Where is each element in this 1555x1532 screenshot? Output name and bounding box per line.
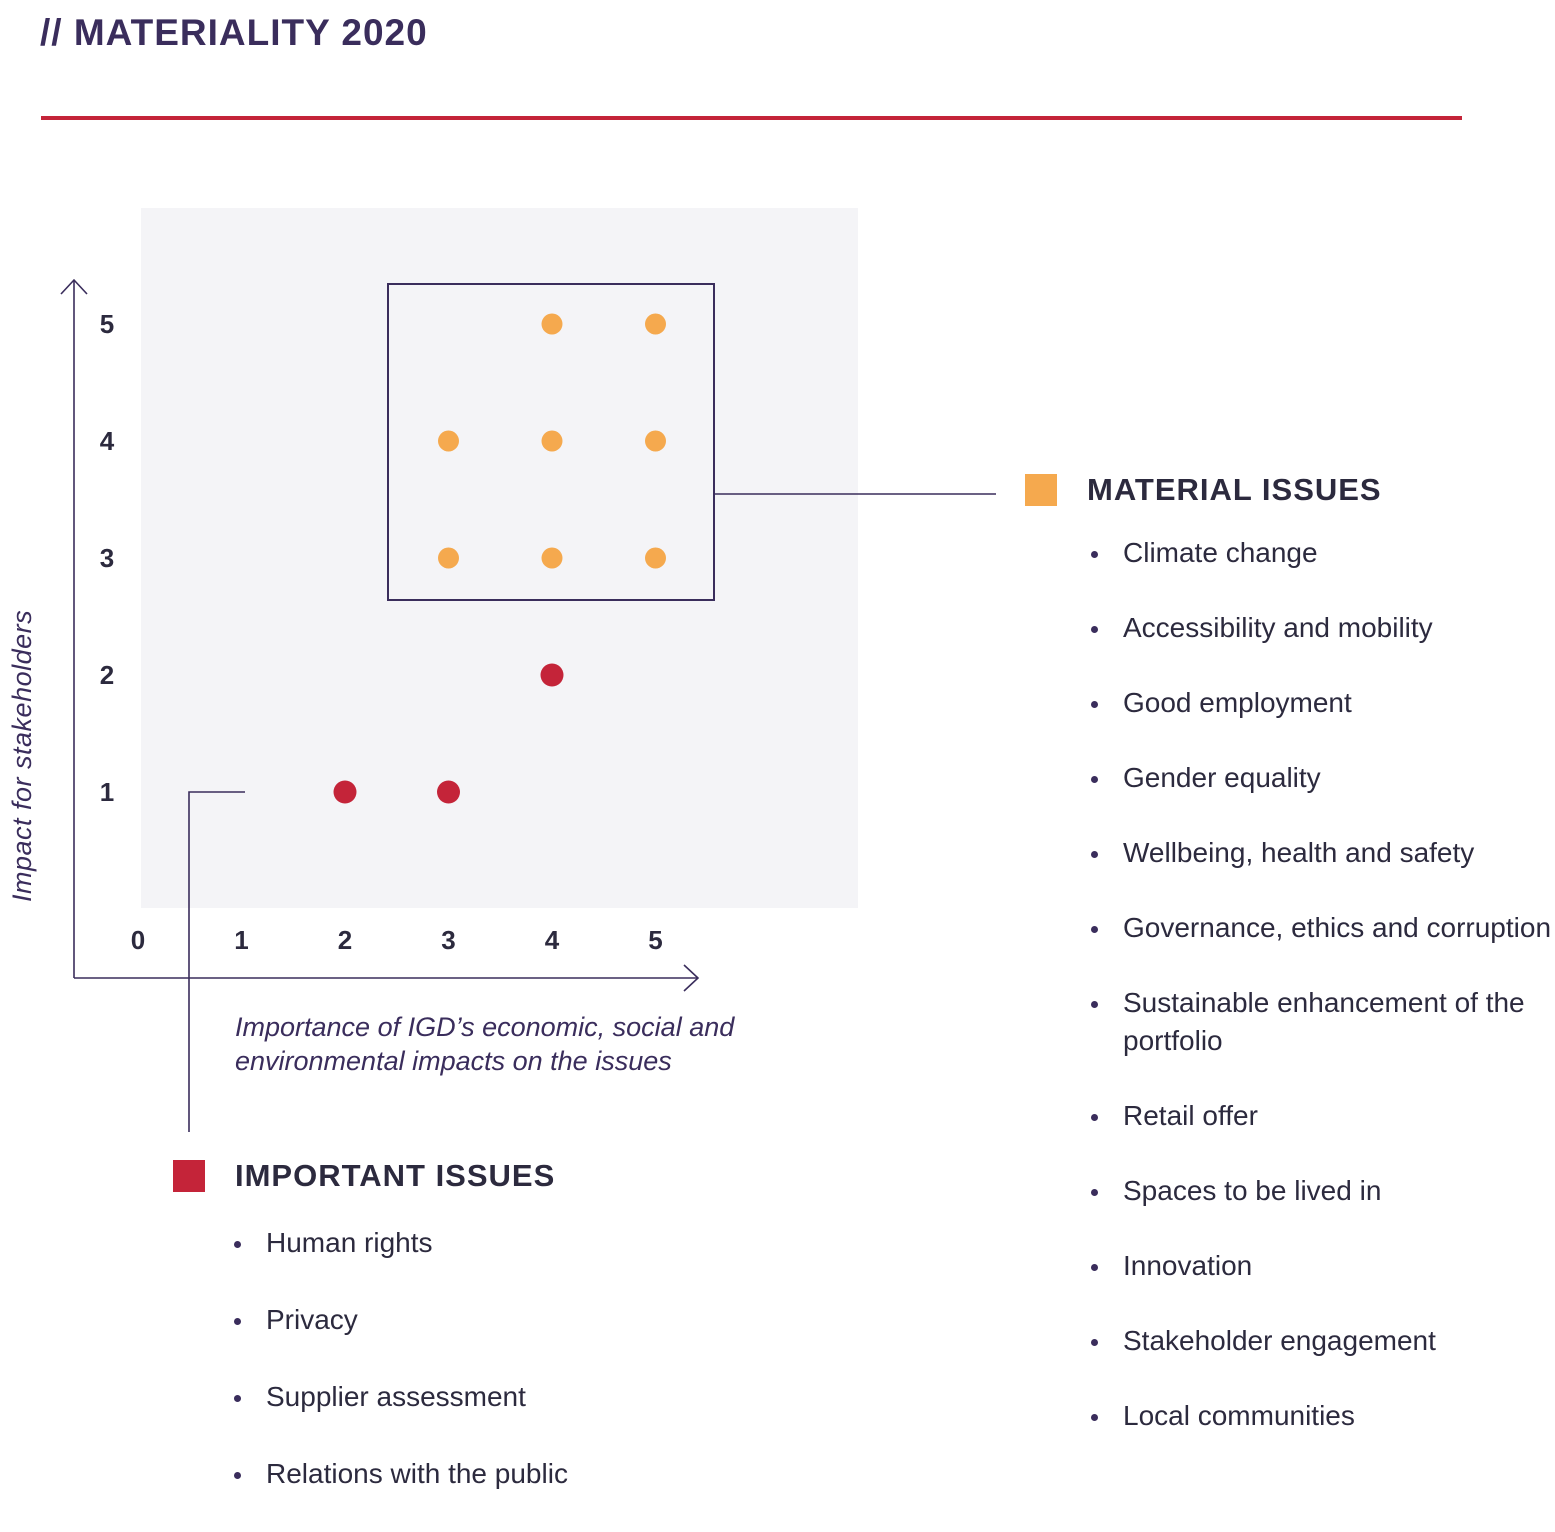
material-issue-point bbox=[645, 547, 666, 569]
y-tick-label: 4 bbox=[100, 426, 115, 456]
y-tick-label: 5 bbox=[100, 309, 114, 339]
material-issue-item: Spaces to be lived in bbox=[1091, 1172, 1555, 1210]
x-axis-arrow bbox=[683, 964, 700, 992]
x-tick-label: 4 bbox=[545, 925, 560, 955]
material-issues-list: Climate change Accessibility and mobility… bbox=[1091, 534, 1555, 1472]
x-axis-label-line-2: environmental impacts on the issues bbox=[235, 1046, 672, 1076]
material-issue-point bbox=[541, 313, 563, 335]
y-axis-arrow bbox=[60, 278, 88, 295]
material-issue-point bbox=[645, 313, 666, 335]
data-points bbox=[333, 313, 666, 804]
important-issues-title: IMPORTANT ISSUES bbox=[235, 1158, 556, 1193]
title-rule bbox=[41, 116, 1462, 120]
material-issues-legend: MATERIAL ISSUES Climate change Accessibil… bbox=[1025, 472, 1551, 1431]
y-tick-label: 1 bbox=[100, 777, 114, 807]
material-issue-point bbox=[541, 547, 563, 569]
x-tick-label: 3 bbox=[441, 925, 455, 955]
important-issue-point bbox=[333, 780, 357, 804]
material-issue-item: Sustainable enhancement of the portfolio bbox=[1091, 984, 1555, 1060]
plot-background bbox=[141, 208, 858, 908]
x-tick-label: 0 bbox=[131, 925, 145, 955]
y-tick-label: 3 bbox=[100, 543, 114, 573]
important-issue-item: Human rights bbox=[234, 1224, 686, 1262]
material-issue-item: Accessibility and mobility bbox=[1091, 609, 1555, 647]
important-connector bbox=[188, 791, 245, 1132]
important-swatch bbox=[173, 1160, 205, 1192]
material-zone-box bbox=[387, 283, 715, 601]
material-issue-point bbox=[645, 430, 666, 452]
material-issue-item: Local communities bbox=[1091, 1397, 1555, 1435]
y-tick-label: 2 bbox=[100, 660, 114, 690]
page-title: // MATERIALITY 2020 bbox=[40, 12, 428, 53]
material-issue-point bbox=[438, 547, 459, 569]
material-issue-item: Stakeholder engagement bbox=[1091, 1322, 1555, 1360]
material-issue-item: Governance, ethics and corruption bbox=[1091, 909, 1555, 947]
material-issues-title: MATERIAL ISSUES bbox=[1087, 472, 1382, 507]
x-tick-label: 5 bbox=[648, 925, 662, 955]
important-issue-point bbox=[437, 780, 460, 804]
important-issue-item: Relations with the public bbox=[234, 1455, 686, 1493]
material-issue-point bbox=[541, 430, 563, 452]
important-issue-item: Supplier assessment bbox=[234, 1378, 686, 1416]
x-axis-label-line-1: Importance of IGD’s economic, social and bbox=[235, 1012, 735, 1042]
material-issue-item: Wellbeing, health and safety bbox=[1091, 834, 1555, 872]
material-issue-item: Retail offer bbox=[1091, 1097, 1555, 1135]
material-issue-point bbox=[438, 430, 459, 452]
important-issues-legend: IMPORTANT ISSUES Human rights Privacy Supp… bbox=[173, 1158, 568, 1489]
important-issue-point bbox=[540, 663, 564, 687]
x-tick-label: 2 bbox=[338, 925, 352, 955]
y-tick-labels: 1 2 3 4 5 bbox=[100, 309, 115, 807]
y-axis-label: Impact for stakeholders bbox=[7, 610, 37, 902]
important-issue-item: Privacy bbox=[234, 1301, 686, 1339]
x-axis-label: Importance of IGD’s economic, social and… bbox=[235, 1012, 742, 1076]
x-tick-label: 1 bbox=[234, 925, 248, 955]
material-swatch bbox=[1025, 474, 1057, 506]
material-issue-item: Climate change bbox=[1091, 534, 1555, 572]
material-issue-item: Good employment bbox=[1091, 684, 1555, 722]
important-issues-list: Human rights Privacy Supplier assessment Re… bbox=[234, 1224, 686, 1532]
material-issue-item: Innovation bbox=[1091, 1247, 1555, 1285]
x-tick-labels: 0 1 2 3 4 5 bbox=[131, 925, 663, 955]
material-issue-item: Gender equality bbox=[1091, 759, 1555, 797]
